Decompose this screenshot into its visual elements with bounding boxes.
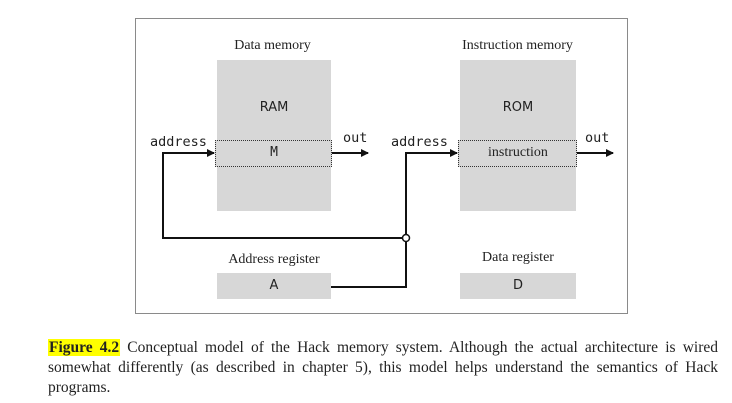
a-register-output-wire <box>331 238 407 288</box>
address-register-title: Address register <box>228 252 320 267</box>
rom-register-label: instruction <box>488 145 548 160</box>
ram-register-label: M <box>270 145 278 160</box>
rom-out-label: out <box>585 130 610 146</box>
ram-block <box>217 60 331 211</box>
instruction-memory-title: Instruction memory <box>462 38 573 53</box>
ram-address-label: address <box>150 134 207 150</box>
data-register-title: Data register <box>482 250 554 265</box>
ram-out-label: out <box>343 130 368 146</box>
figure-label: Figure 4.2 <box>48 339 121 356</box>
data-register-box <box>460 273 576 299</box>
rom-selected-register <box>458 140 577 167</box>
ram-address-wire <box>162 149 406 239</box>
figure-caption: Figure 4.2 Conceptual model of the Hack … <box>48 338 718 398</box>
diagram-frame <box>135 18 628 314</box>
caption-text: Conceptual model of the Hack memory syst… <box>48 339 718 396</box>
rom-address-wire <box>405 149 458 238</box>
data-memory-title: Data memory <box>234 38 311 53</box>
ram-selected-register <box>215 140 332 167</box>
rom-label: ROM <box>502 100 534 115</box>
junction-node <box>401 233 411 243</box>
rom-address-label: address <box>391 134 448 150</box>
address-register-value: A <box>269 278 279 293</box>
rom-block <box>460 60 576 211</box>
address-register-box <box>217 273 331 299</box>
ram-label: RAM <box>259 100 289 115</box>
data-register-value: D <box>512 278 523 293</box>
